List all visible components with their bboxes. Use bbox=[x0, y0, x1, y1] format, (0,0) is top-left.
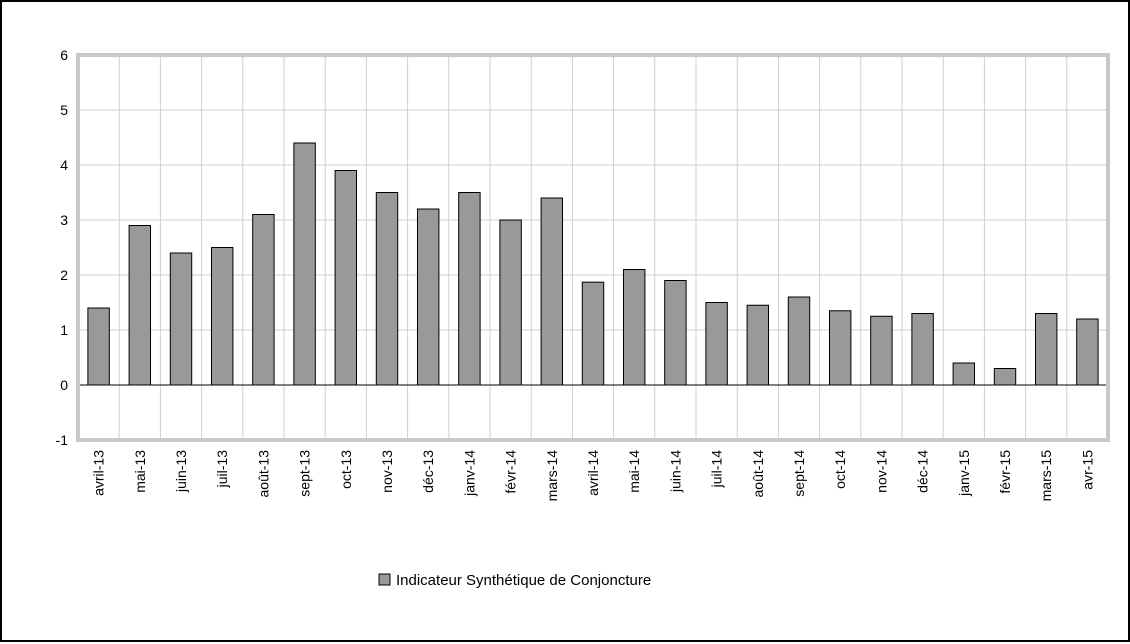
x-tick-label: juil-14 bbox=[709, 450, 725, 489]
bar-juil-13 bbox=[210, 247, 234, 386]
bar-août-14 bbox=[746, 304, 770, 386]
y-tick-label: 6 bbox=[60, 47, 68, 63]
axis-layer: 6 5 4 3 2 1 0 -1 avril-13 mai-13 juin-13 juil-13 aoû… bbox=[56, 47, 1110, 502]
bars-layer bbox=[87, 142, 1099, 386]
bar-mars-15 bbox=[1034, 313, 1058, 386]
bar-févr-14 bbox=[499, 219, 522, 386]
x-tick-label: déc-14 bbox=[915, 450, 931, 493]
bar-oct-14 bbox=[828, 310, 852, 386]
bar-nov-14 bbox=[870, 315, 893, 386]
bar-nov-13 bbox=[375, 192, 399, 386]
bar-déc-13 bbox=[416, 208, 440, 386]
x-tick-label: nov-13 bbox=[379, 450, 395, 493]
x-tick-label: mai-13 bbox=[132, 450, 148, 493]
x-tick-label: oct-14 bbox=[832, 450, 848, 489]
x-tick-label: oct-13 bbox=[338, 450, 354, 489]
bar-juin-13 bbox=[169, 252, 193, 386]
bar-janv-15 bbox=[952, 362, 976, 386]
grid-layer bbox=[78, 54, 1108, 441]
y-tick-label: 0 bbox=[60, 377, 68, 393]
x-tick-label: févr-14 bbox=[503, 450, 519, 494]
bar-juil-14 bbox=[705, 302, 728, 386]
x-tick-label: juil-13 bbox=[214, 450, 230, 489]
bar-avr-15 bbox=[1076, 318, 1099, 386]
bar-mai-13 bbox=[128, 225, 152, 386]
y-tick-label: 2 bbox=[60, 267, 68, 283]
bar-sept-14 bbox=[787, 296, 811, 386]
y-tick-label: 1 bbox=[60, 322, 68, 338]
x-tick-label: mai-14 bbox=[626, 450, 642, 493]
y-tick-label: 5 bbox=[60, 102, 68, 118]
x-tick-label: sept-14 bbox=[791, 450, 807, 497]
bar-févr-15 bbox=[993, 368, 1017, 386]
x-tick-label: déc-13 bbox=[420, 450, 436, 493]
y-tick-label: 4 bbox=[60, 157, 68, 173]
y-tick-label: -1 bbox=[56, 432, 69, 448]
bar-avril-14 bbox=[581, 281, 605, 386]
x-tick-label: févr-15 bbox=[997, 450, 1013, 494]
bar-mars-14 bbox=[540, 197, 564, 386]
bar-avril-13 bbox=[87, 307, 110, 386]
bar-août-13 bbox=[252, 214, 275, 386]
legend-swatch bbox=[378, 573, 391, 586]
x-tick-label: janv-14 bbox=[461, 450, 477, 497]
x-tick-label: août-14 bbox=[750, 450, 766, 498]
bar-juin-14 bbox=[664, 280, 687, 386]
legend: Indicateur Synthétique de Conjoncture bbox=[378, 572, 651, 589]
x-tick-label: avril-14 bbox=[585, 450, 601, 496]
x-tick-label: janv-15 bbox=[956, 450, 972, 497]
x-tick-label: avril-13 bbox=[91, 450, 107, 496]
bar-oct-13 bbox=[334, 170, 358, 386]
x-tick-label: juin-14 bbox=[667, 450, 683, 493]
x-tick-label: août-13 bbox=[255, 450, 271, 498]
x-tick-label: juin-13 bbox=[173, 450, 189, 493]
x-tick-label: nov-14 bbox=[873, 450, 889, 493]
x-tick-label: avr-15 bbox=[1079, 450, 1095, 490]
x-tick-label: mars-15 bbox=[1038, 450, 1054, 502]
bar-mai-14 bbox=[622, 269, 646, 386]
legend-label: Indicateur Synthétique de Conjoncture bbox=[396, 572, 651, 589]
bar-déc-14 bbox=[911, 313, 934, 386]
bar-janv-14 bbox=[458, 192, 481, 386]
x-tick-label: mars-14 bbox=[544, 450, 560, 502]
x-tick-label: sept-13 bbox=[297, 450, 313, 497]
plot-area-border bbox=[76, 53, 1110, 442]
y-tick-label: 3 bbox=[60, 212, 68, 228]
bar-sept-13 bbox=[293, 142, 316, 386]
